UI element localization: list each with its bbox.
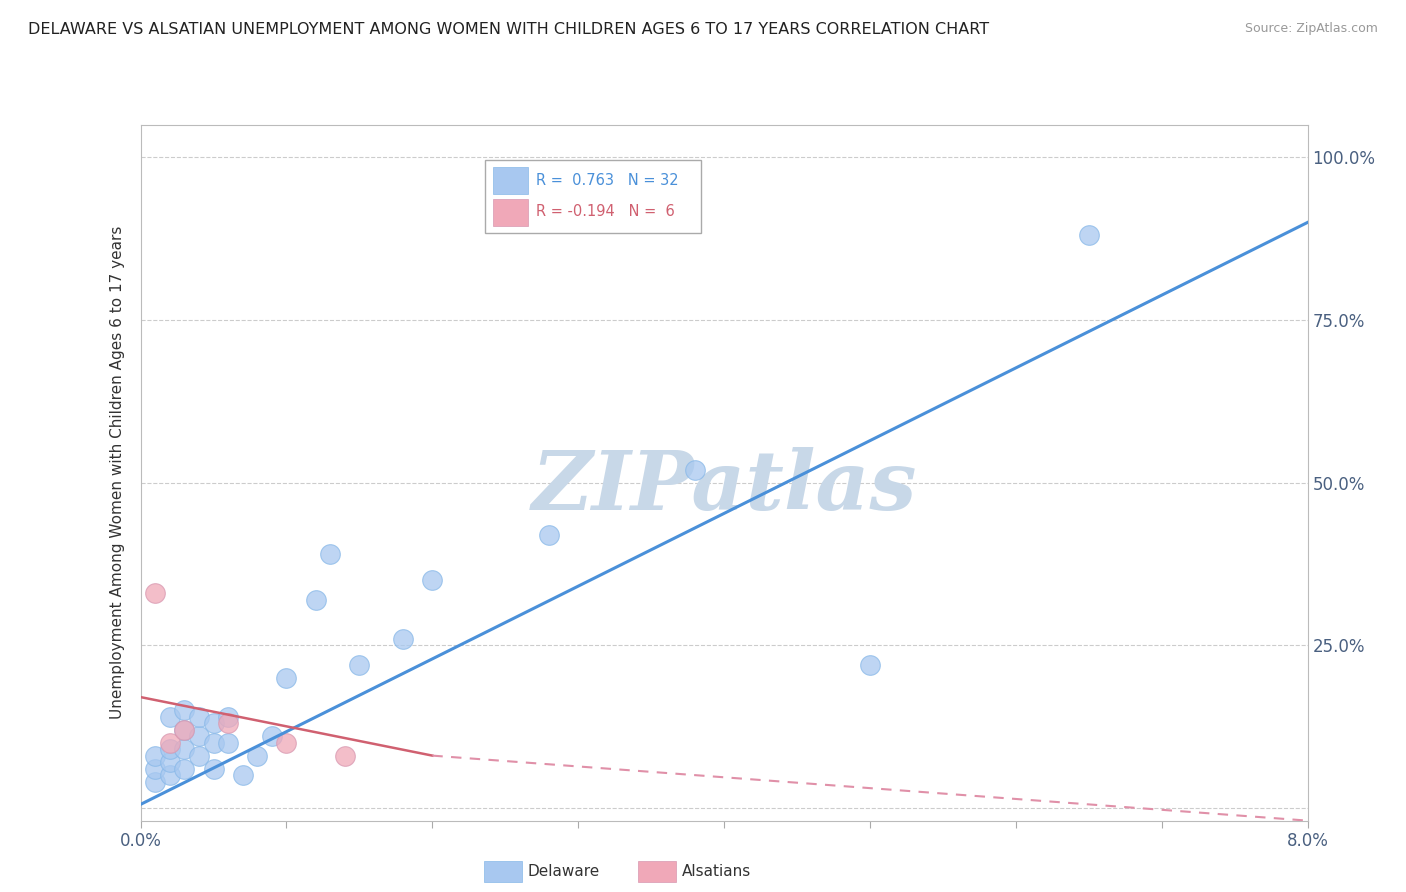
Text: Source: ZipAtlas.com: Source: ZipAtlas.com xyxy=(1244,22,1378,36)
Point xyxy=(422,573,444,587)
Point xyxy=(202,762,225,776)
Point xyxy=(173,762,195,776)
Point xyxy=(143,762,166,776)
Point xyxy=(392,632,415,646)
Point xyxy=(538,527,561,541)
FancyBboxPatch shape xyxy=(494,199,529,227)
Point xyxy=(217,736,239,750)
Point xyxy=(217,709,239,723)
Point xyxy=(159,742,181,756)
Point xyxy=(173,723,195,737)
Text: R = -0.194   N =  6: R = -0.194 N = 6 xyxy=(536,204,675,219)
Point xyxy=(159,768,181,782)
Point xyxy=(188,729,211,743)
Point xyxy=(202,716,225,731)
Text: DELAWARE VS ALSATIAN UNEMPLOYMENT AMONG WOMEN WITH CHILDREN AGES 6 TO 17 YEARS C: DELAWARE VS ALSATIAN UNEMPLOYMENT AMONG … xyxy=(28,22,990,37)
Point xyxy=(159,755,181,769)
Text: R =  0.763   N = 32: R = 0.763 N = 32 xyxy=(536,173,679,188)
Point xyxy=(246,748,269,763)
Point xyxy=(276,736,298,750)
FancyBboxPatch shape xyxy=(485,160,700,233)
Point xyxy=(159,736,181,750)
Point xyxy=(188,709,211,723)
Point xyxy=(143,586,166,600)
Point xyxy=(143,748,166,763)
Text: ZIPatlas: ZIPatlas xyxy=(531,447,917,526)
Point xyxy=(276,671,298,685)
Point xyxy=(1077,228,1099,243)
Point xyxy=(202,736,225,750)
Point xyxy=(173,703,195,717)
Point xyxy=(188,748,211,763)
FancyBboxPatch shape xyxy=(494,167,529,194)
Point xyxy=(232,768,254,782)
Point xyxy=(859,657,882,672)
Point xyxy=(217,716,239,731)
Text: Alsatians: Alsatians xyxy=(682,864,751,879)
Y-axis label: Unemployment Among Women with Children Ages 6 to 17 years: Unemployment Among Women with Children A… xyxy=(110,226,125,720)
Point xyxy=(143,774,166,789)
Point xyxy=(305,592,328,607)
Point xyxy=(333,748,356,763)
Point xyxy=(683,462,706,476)
Point xyxy=(159,709,181,723)
Point xyxy=(319,547,342,561)
Point xyxy=(260,729,283,743)
Text: Delaware: Delaware xyxy=(527,864,599,879)
Point xyxy=(173,723,195,737)
Point xyxy=(349,657,371,672)
Point xyxy=(173,742,195,756)
